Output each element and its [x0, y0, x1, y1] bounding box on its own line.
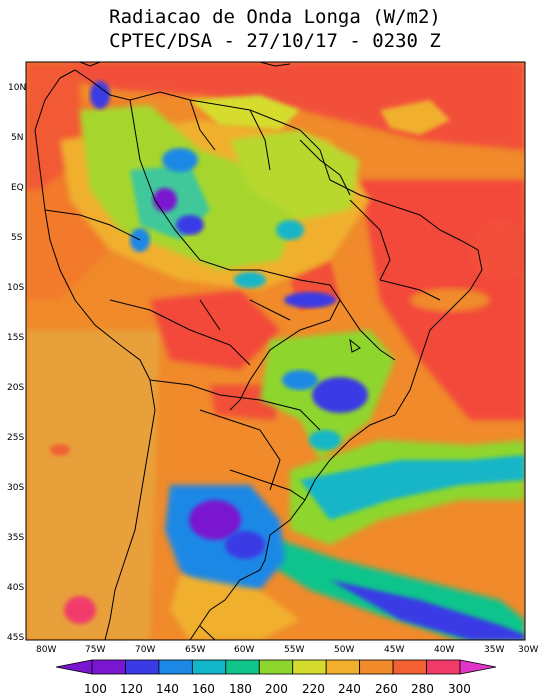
lon-label: 60W [234, 645, 254, 655]
colorbar-tick-label: 120 [120, 682, 143, 696]
colorbar-tick-label: 240 [338, 682, 361, 696]
colorbar-tick-label: 180 [229, 682, 252, 696]
colorbar-segment [292, 659, 327, 675]
lon-label: 55W [284, 645, 304, 655]
colorbar-tick-label: 220 [302, 682, 325, 696]
colorbar-segment [325, 659, 361, 675]
lon-label: 35W [484, 645, 504, 655]
lon-label: 45W [384, 645, 404, 655]
lon-label: 40W [434, 645, 454, 655]
colorbar-tick-label: 200 [265, 682, 288, 696]
colorbar-segment [191, 659, 227, 675]
lat-label: 20S [7, 383, 24, 393]
lat-label: 45S [7, 633, 24, 643]
colorbar-tick-label: 160 [192, 682, 215, 696]
lat-label: 5N [11, 133, 23, 143]
map-subtitle: CPTEC/DSA - 27/10/17 - 0230 Z [109, 30, 441, 52]
colorbar-segment [359, 659, 394, 675]
latitude-labels: 10N 5N EQ 5S 10S 15S 20S 25S 30S 35S 40S… [7, 83, 26, 643]
lat-label: 40S [7, 583, 24, 593]
colorbar-segment [258, 659, 294, 675]
lon-label: 30W [518, 645, 538, 655]
colorbar-tick-label: 260 [375, 682, 398, 696]
lat-label: 30S [7, 483, 24, 493]
colorbar-segment [125, 659, 160, 675]
lon-label: 80W [36, 645, 56, 655]
map-title: Radiacao de Onda Longa (W/m2) [109, 6, 441, 28]
colorbar-segment [426, 659, 461, 675]
coastline [34, 62, 483, 640]
colorbar-min-arrow [55, 659, 93, 675]
colorbar-tick-label: 100 [84, 682, 107, 696]
colorbar-segment [225, 659, 260, 675]
lat-label: 15S [7, 333, 24, 343]
colorbar-labels: 100 120 140 160 180 200 220 240 260 280 … [84, 682, 471, 696]
colorbar-segment [158, 659, 193, 675]
lon-label: 65W [185, 645, 205, 655]
lon-label: 70W [135, 645, 155, 655]
colorbar-tick-label: 300 [448, 682, 471, 696]
olr-field [26, 62, 525, 640]
colorbar-tick-label: 280 [411, 682, 434, 696]
lat-label: 35S [7, 533, 24, 543]
lat-label: 5S [11, 233, 23, 243]
colorbar [55, 659, 497, 675]
colorbar-segment [91, 659, 126, 675]
lon-label: 75W [85, 645, 105, 655]
lat-label: EQ [11, 183, 24, 193]
colorbar-tick-label: 140 [156, 682, 179, 696]
lat-label: 10S [7, 283, 24, 293]
lat-label: 10N [8, 83, 26, 93]
map-frame [25, 61, 526, 641]
lon-label: 50W [334, 645, 354, 655]
lat-label: 25S [7, 433, 24, 443]
colorbar-max-arrow [459, 659, 497, 675]
longitude-labels: 80W 75W 70W 65W 60W 55W 50W 45W 40W 35W … [36, 645, 538, 655]
colorbar-segment [392, 659, 427, 675]
